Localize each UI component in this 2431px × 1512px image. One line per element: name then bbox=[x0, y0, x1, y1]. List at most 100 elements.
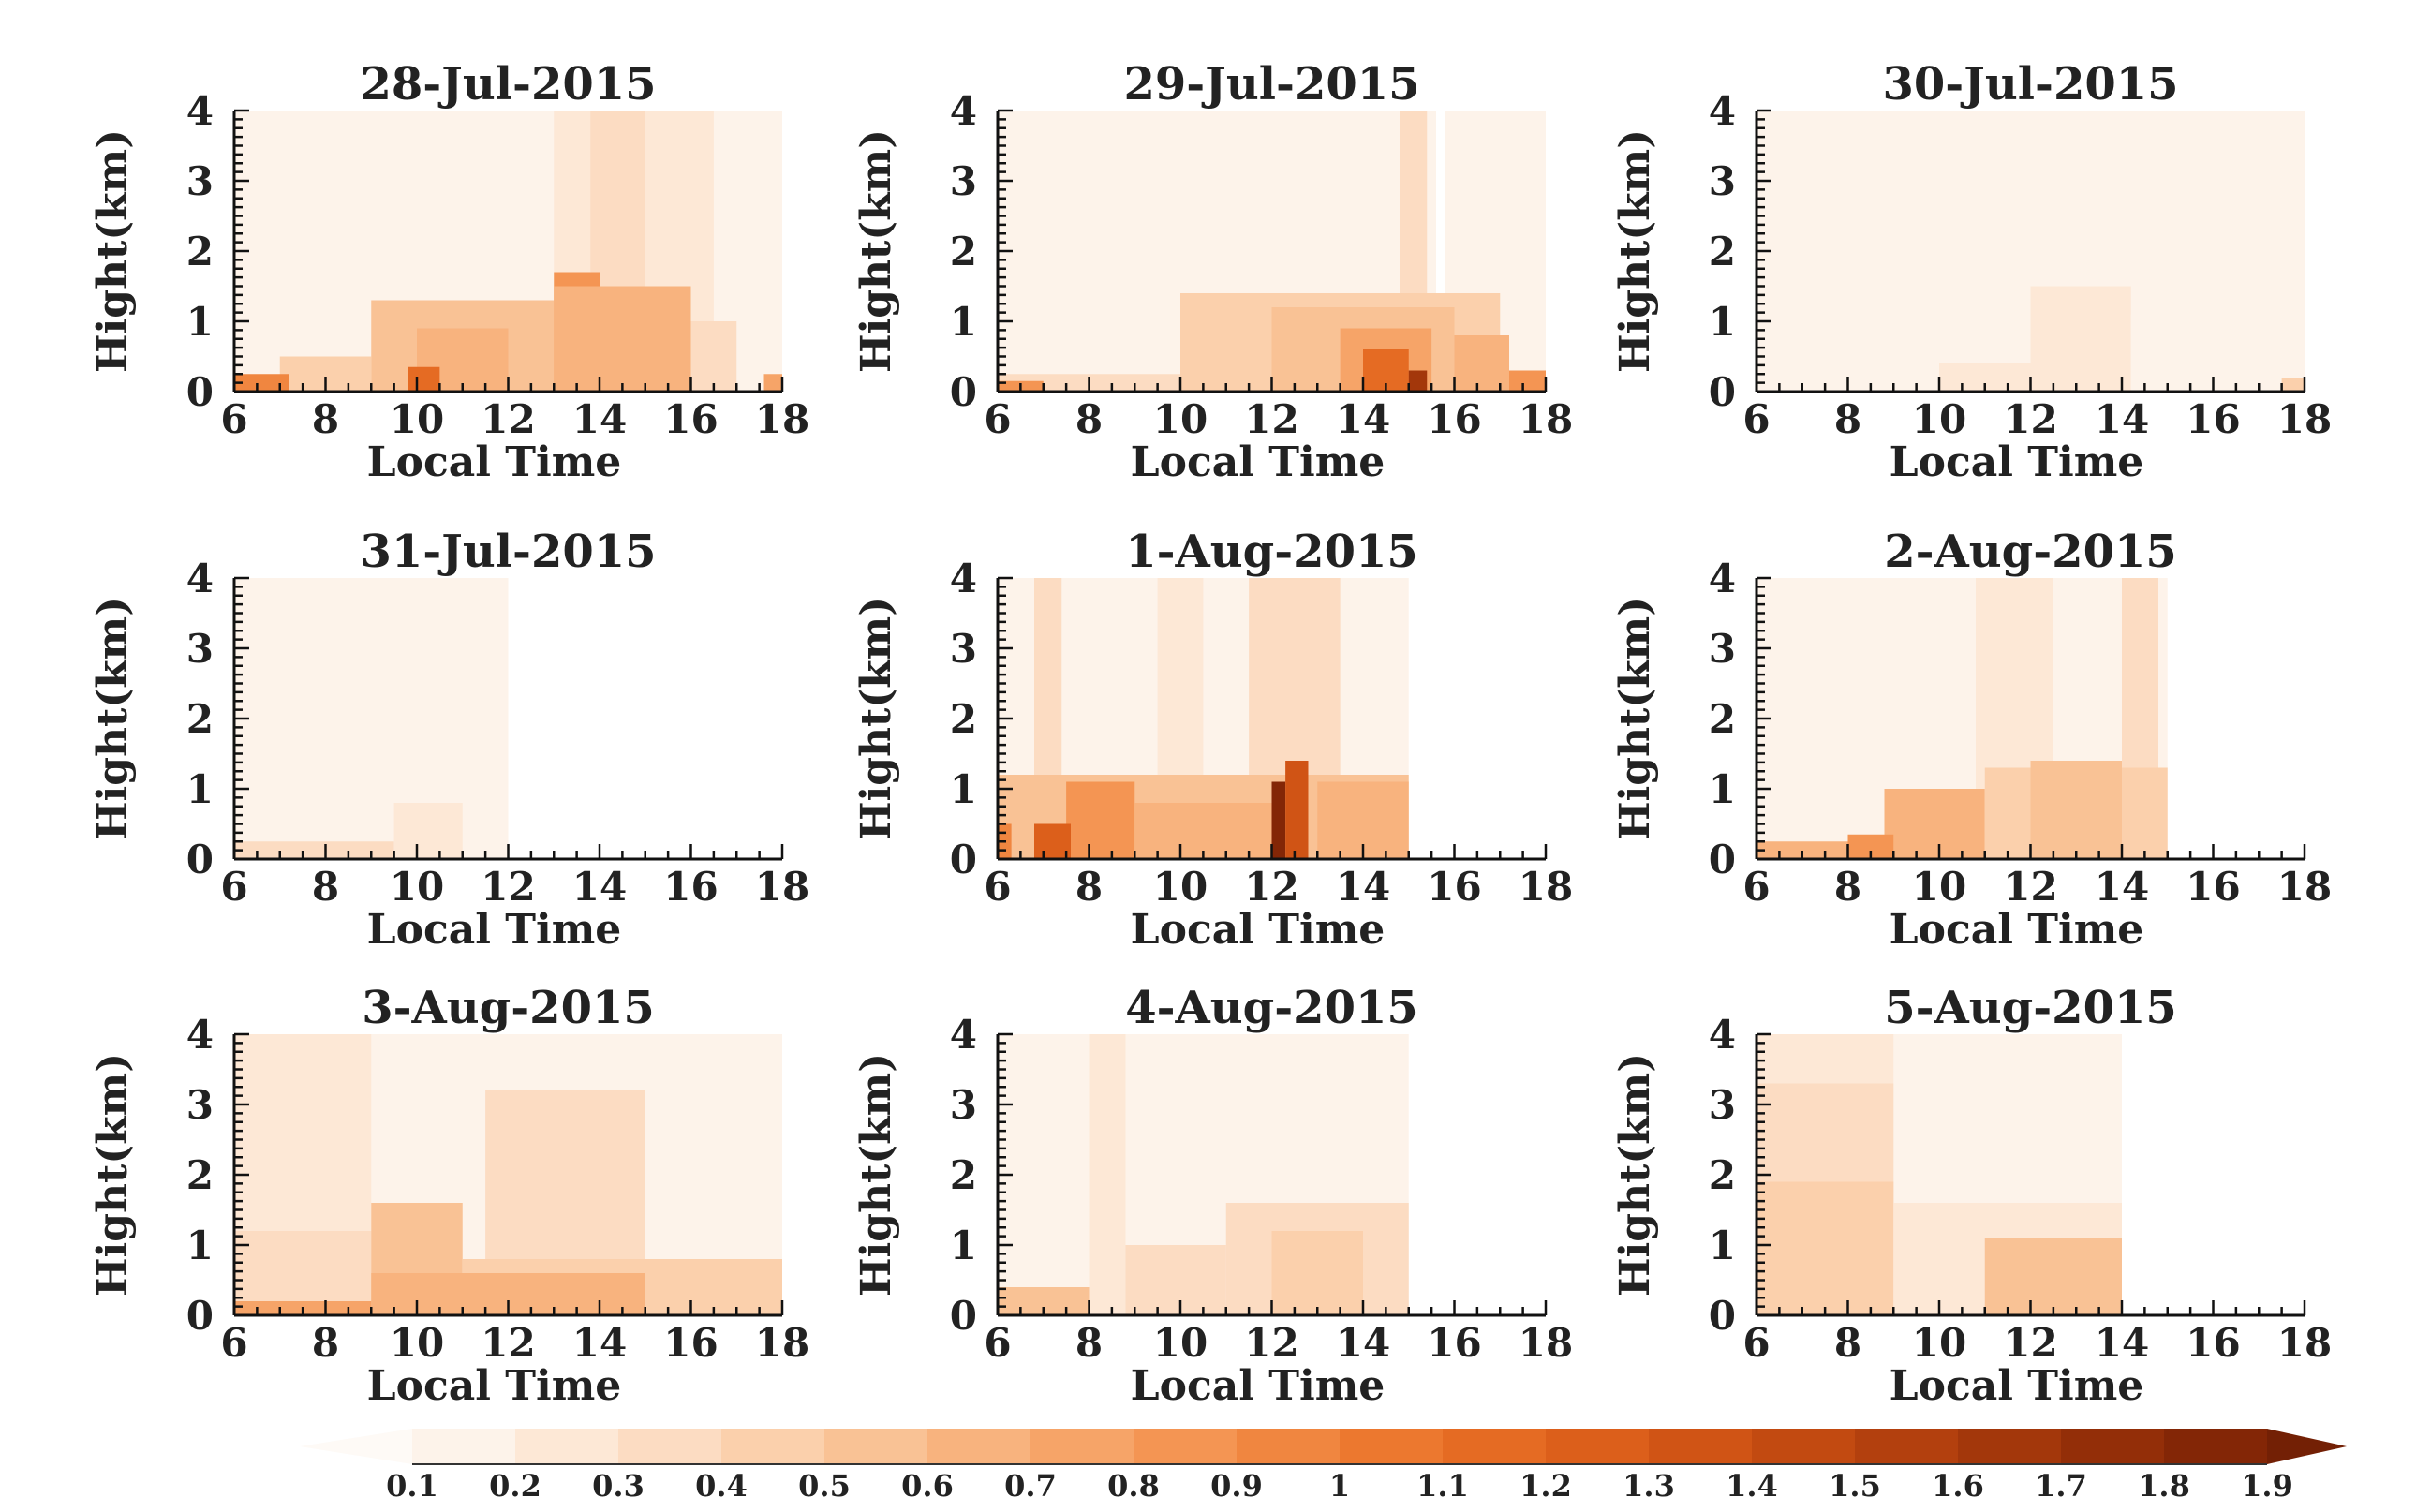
y-tick-label: 4 bbox=[950, 1012, 977, 1058]
colorbar-label: 1 bbox=[1329, 1468, 1350, 1504]
colorbar-swatch bbox=[1030, 1429, 1134, 1464]
colorbar-swatch bbox=[1649, 1429, 1753, 1464]
x-tick-label: 12 bbox=[481, 1320, 535, 1366]
y-tick-label: 4 bbox=[950, 556, 977, 601]
heatmap-cell bbox=[1436, 111, 1445, 392]
x-tick-label: 6 bbox=[1742, 396, 1770, 442]
colorbar-swatch bbox=[412, 1429, 516, 1464]
x-tick-label: 18 bbox=[2277, 864, 2332, 910]
y-tick-label: 2 bbox=[950, 1152, 977, 1198]
x-axis-label: Local Time bbox=[1890, 438, 2144, 486]
x-tick-label: 14 bbox=[1336, 864, 1390, 910]
y-tick-label: 2 bbox=[950, 229, 977, 274]
y-tick-label: 4 bbox=[1709, 556, 1736, 601]
heatmap-cell bbox=[690, 321, 737, 392]
heatmap-cell bbox=[1089, 1034, 1126, 1315]
y-axis-label: Hight(km) bbox=[1611, 1053, 1659, 1297]
y-tick-label: 0 bbox=[1709, 1293, 1736, 1339]
panel-title: 4-Aug-2015 bbox=[1125, 982, 1418, 1034]
y-axis-label: Hight(km) bbox=[1611, 597, 1659, 840]
y-tick-label: 1 bbox=[950, 299, 977, 345]
heatmap-cell bbox=[408, 366, 440, 392]
y-tick-label: 2 bbox=[1709, 229, 1736, 274]
x-tick-label: 14 bbox=[1336, 1320, 1390, 1366]
colorbar-label: 0.9 bbox=[1210, 1468, 1263, 1504]
y-tick-label: 3 bbox=[186, 158, 214, 204]
x-tick-label: 10 bbox=[1153, 1320, 1208, 1366]
y-tick-label: 2 bbox=[186, 229, 214, 274]
x-tick-label: 12 bbox=[2003, 396, 2057, 442]
x-axis-label: Local Time bbox=[1131, 1362, 1386, 1410]
x-tick-label: 10 bbox=[1912, 1320, 1966, 1366]
x-tick-label: 18 bbox=[1519, 396, 1573, 442]
heatmap-cell bbox=[2030, 761, 2122, 859]
x-tick-label: 14 bbox=[2095, 1320, 2149, 1366]
y-tick-label: 1 bbox=[186, 299, 214, 345]
y-tick-label: 4 bbox=[1709, 88, 1736, 134]
y-tick-label: 4 bbox=[1709, 1012, 1736, 1058]
x-tick-label: 10 bbox=[390, 396, 444, 442]
y-tick-label: 0 bbox=[186, 369, 214, 415]
x-tick-label: 16 bbox=[2186, 396, 2240, 442]
heatmap-cell bbox=[2030, 286, 2131, 392]
x-tick-label: 8 bbox=[1834, 1320, 1861, 1366]
x-axis-label: Local Time bbox=[367, 1362, 622, 1410]
x-tick-label: 8 bbox=[312, 396, 339, 442]
heatmap-cell bbox=[1066, 781, 1135, 859]
colorbar-swatch bbox=[1443, 1429, 1547, 1464]
heatmap-cell bbox=[1509, 370, 1546, 392]
x-tick-label: 18 bbox=[1519, 1320, 1573, 1366]
x-tick-label: 12 bbox=[481, 864, 535, 910]
colorbar-swatch bbox=[824, 1429, 928, 1464]
x-tick-label: 8 bbox=[1075, 864, 1103, 910]
x-tick-label: 18 bbox=[1519, 864, 1573, 910]
y-tick-label: 1 bbox=[1709, 766, 1736, 812]
colorbar-swatch bbox=[1752, 1429, 1856, 1464]
colorbar-label: 0.3 bbox=[592, 1468, 645, 1504]
x-tick-label: 8 bbox=[312, 864, 339, 910]
colorbar: 0.1 0.2 0.3 0.4 0.5 0.6 0.7 0.8 0.9 1 1.1 1.2 1.3 1.4… bbox=[300, 1429, 2347, 1504]
panel-title: 3-Aug-2015 bbox=[362, 982, 655, 1034]
y-tick-label: 4 bbox=[186, 1012, 214, 1058]
x-tick-label: 12 bbox=[1244, 396, 1298, 442]
x-tick-label: 18 bbox=[2277, 396, 2332, 442]
panel-title: 1-Aug-2015 bbox=[1125, 526, 1418, 578]
x-tick-label: 12 bbox=[2003, 1320, 2057, 1366]
y-tick-label: 2 bbox=[186, 1152, 214, 1198]
x-tick-label: 18 bbox=[755, 396, 809, 442]
x-axis-label: Local Time bbox=[1890, 906, 2144, 954]
x-tick-label: 18 bbox=[755, 1320, 809, 1366]
y-tick-label: 3 bbox=[950, 1082, 977, 1128]
colorbar-label: 1.4 bbox=[1726, 1468, 1778, 1504]
heatmap-cell bbox=[763, 374, 782, 392]
x-tick-label: 10 bbox=[1153, 396, 1208, 442]
colorbar-swatch bbox=[2164, 1429, 2268, 1464]
x-tick-label: 6 bbox=[220, 1320, 247, 1366]
colorbar-swatch bbox=[1237, 1429, 1341, 1464]
x-tick-label: 10 bbox=[1912, 864, 1966, 910]
panel-title: 28-Jul-2015 bbox=[360, 58, 656, 111]
x-tick-label: 14 bbox=[2095, 396, 2149, 442]
colorbar-label: 1.8 bbox=[2138, 1468, 2190, 1504]
x-tick-label: 14 bbox=[572, 864, 627, 910]
x-tick-label: 10 bbox=[1153, 864, 1208, 910]
y-axis-label: Hight(km) bbox=[852, 1053, 900, 1297]
y-tick-label: 3 bbox=[1709, 626, 1736, 672]
x-axis-label: Local Time bbox=[1131, 438, 1386, 486]
x-tick-label: 6 bbox=[984, 1320, 1011, 1366]
x-tick-label: 16 bbox=[2186, 864, 2240, 910]
y-tick-label: 2 bbox=[1709, 1152, 1736, 1198]
y-tick-label: 3 bbox=[1709, 158, 1736, 204]
x-tick-label: 6 bbox=[1742, 864, 1770, 910]
x-axis-label: Local Time bbox=[367, 906, 622, 954]
y-tick-label: 2 bbox=[950, 696, 977, 742]
colorbar-swatch bbox=[721, 1429, 825, 1464]
heatmap-cell bbox=[1125, 1245, 1226, 1315]
y-tick-label: 1 bbox=[186, 1223, 214, 1268]
x-tick-label: 8 bbox=[312, 1320, 339, 1366]
